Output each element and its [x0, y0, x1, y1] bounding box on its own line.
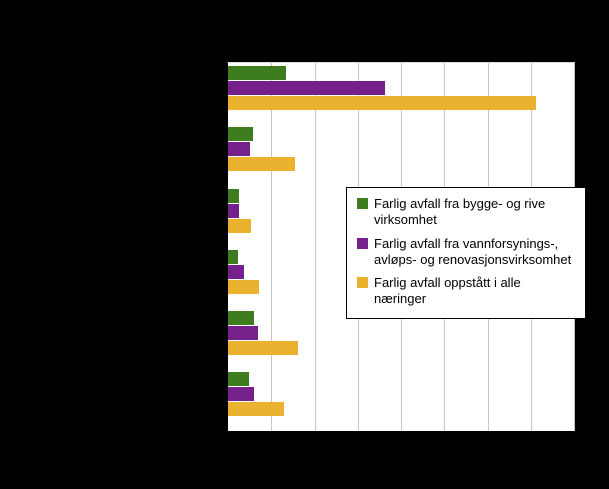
bar-series-2 — [228, 341, 298, 356]
bar-series-0 — [228, 249, 239, 264]
legend-label: Farlig avfall oppstått i alle næringer — [374, 275, 521, 307]
bar-series-2 — [228, 157, 296, 172]
bar-group — [228, 186, 574, 247]
legend-label: Farlig avfall fra bygge- og rive virksom… — [374, 196, 546, 228]
bar-series-1 — [228, 81, 386, 95]
bar-series-0 — [228, 188, 240, 203]
bar-series-0 — [228, 66, 286, 80]
legend-label: Farlig avfall fra vannforsynings-, avløp… — [374, 235, 572, 267]
bar-group — [228, 247, 574, 308]
bar-series-1 — [228, 142, 250, 157]
legend-item: Farlig avfall oppstått i alle næringer — [357, 275, 575, 308]
bar-group — [228, 63, 574, 124]
bar-series-0 — [228, 127, 253, 142]
bar-series-1 — [228, 264, 244, 279]
legend-swatch-green — [357, 198, 368, 209]
bar-series-1 — [228, 203, 240, 218]
bar-groups — [228, 63, 574, 431]
bar-series-2 — [228, 279, 259, 294]
plot-area: Farlig avfall fra bygge- og rive virksom… — [227, 62, 586, 431]
legend-item: Farlig avfall fra vannforsynings-, avløp… — [357, 236, 575, 269]
legend: Farlig avfall fra bygge- og rive virksom… — [346, 187, 586, 319]
bar-series-0 — [228, 311, 254, 326]
gridline — [314, 63, 316, 431]
legend-item: Farlig avfall fra bygge- og rive virksom… — [357, 196, 575, 229]
bar-group — [228, 308, 574, 369]
bar-series-1 — [228, 387, 254, 402]
legend-swatch-yellow — [357, 277, 368, 288]
bar-series-2 — [228, 96, 537, 110]
bar-group — [228, 369, 574, 430]
gridline — [271, 63, 273, 431]
legend-swatch-purple — [357, 237, 368, 249]
bar-series-2 — [228, 218, 251, 233]
bar-group — [228, 124, 574, 185]
bar-series-0 — [228, 372, 249, 387]
bar-series-1 — [228, 326, 258, 341]
bar-series-2 — [228, 402, 284, 417]
